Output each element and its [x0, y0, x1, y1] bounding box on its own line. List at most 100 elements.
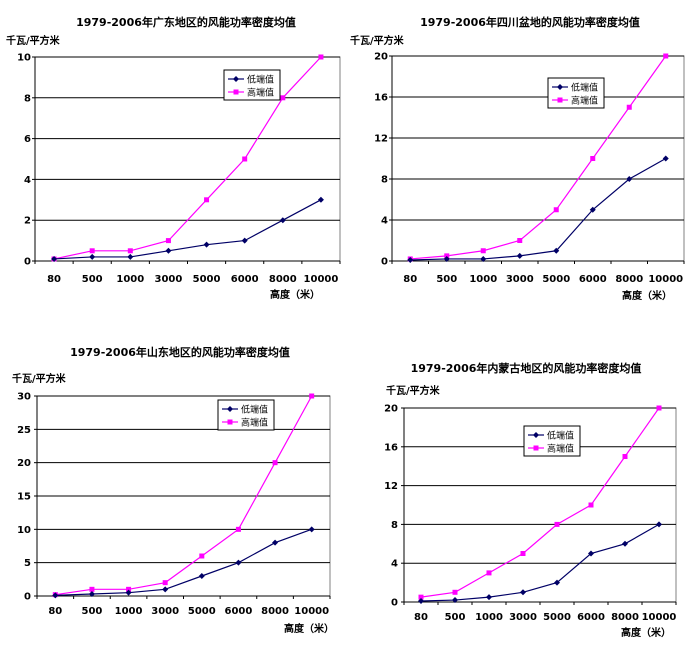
data-point [554, 521, 560, 527]
chart-title: 1979-2006年广东地区的风能功率密度均值 [76, 15, 296, 29]
legend-swatch-marker [533, 445, 539, 451]
legend-swatch-marker [227, 406, 233, 412]
plot-frame [391, 55, 685, 262]
data-point [127, 248, 133, 254]
y-tick-label: 20 [17, 458, 31, 469]
y-tick-label: 6 [24, 134, 31, 145]
legend-label: 低端值 [241, 404, 268, 416]
data-point [486, 594, 492, 601]
x-tick-label: 8000 [615, 274, 643, 285]
data-point [204, 197, 210, 203]
x-tick-label: 500 [82, 274, 103, 285]
x-tick-label: 6000 [231, 274, 259, 285]
data-point [89, 248, 95, 254]
data-point [452, 597, 458, 604]
series-line-0 [55, 528, 312, 596]
y-tick-label: 20 [374, 52, 388, 63]
legend-label: 低端值 [247, 74, 274, 86]
x-tick-label: 1000 [469, 274, 497, 285]
plot-area: 0 5 10 15 20 25 30 80 500 1000 3000 5000 6000 8000 100… [17, 392, 331, 617]
x-tick-label: 6000 [579, 274, 607, 285]
data-point [272, 539, 279, 546]
data-point [662, 155, 669, 162]
data-point [280, 95, 286, 101]
data-point [89, 586, 95, 592]
data-point [199, 553, 205, 559]
data-point [622, 540, 628, 547]
data-point [203, 241, 210, 248]
y-axis-label: 千瓦/平方米 [386, 384, 441, 397]
x-tick-label: 1000 [475, 612, 503, 623]
x-tick-label: 3000 [506, 274, 534, 285]
data-point [318, 54, 324, 60]
x-tick-label: 5000 [193, 274, 221, 285]
y-tick-label: 12 [374, 134, 388, 145]
y-tick-label: 8 [24, 93, 31, 104]
x-axis-label: 高度（米） [622, 289, 672, 302]
series-line-1 [53, 56, 322, 260]
series-line-0 [54, 199, 322, 260]
data-point [279, 217, 286, 224]
y-tick-label: 30 [17, 392, 31, 403]
data-point [590, 156, 596, 161]
y-tick-label: 5 [24, 558, 31, 569]
x-axis-label: 高度（米） [270, 288, 320, 301]
x-axis-label: 高度（米） [284, 622, 334, 635]
y-tick-label: 0 [24, 257, 31, 268]
x-tick-label: 80 [414, 612, 428, 623]
data-point [272, 460, 278, 466]
x-tick-label: 80 [403, 274, 417, 285]
legend-label: 低端值 [571, 82, 598, 94]
chart-sichuan: 1979-2006年四川盆地的风能功率密度均值 千瓦/平方米 高度（米） 0 4 8… [350, 15, 685, 302]
data-point [165, 238, 171, 244]
x-tick-label: 80 [47, 274, 61, 285]
data-point [418, 598, 424, 605]
chart-title: 1979-2006年四川盆地的风能功率密度均值 [420, 15, 640, 29]
x-tick-label: 8000 [269, 274, 297, 285]
data-point [317, 196, 324, 203]
series-line-0 [420, 523, 660, 602]
data-point [588, 550, 594, 557]
legend-swatch-marker [233, 89, 239, 95]
x-axis-label: 高度（米） [621, 626, 671, 639]
y-axis-label: 千瓦/平方米 [6, 34, 61, 47]
data-point [656, 521, 662, 528]
data-point [480, 248, 486, 254]
data-point [242, 156, 248, 162]
legend-box [217, 399, 275, 431]
x-tick-label: 10000 [642, 612, 677, 623]
legend-swatch-marker [557, 84, 563, 90]
y-tick-label: 12 [384, 481, 398, 492]
data-point [88, 591, 95, 597]
legend-label: 高端值 [547, 443, 574, 455]
y-tick-label: 16 [374, 93, 388, 104]
chart-panel-shandong: 1979-2006年山东地区的风能功率密度均值 千瓦/平方米 高度（米） 0 5 1… [0, 330, 346, 652]
chart-panel-guangdong: 1979-2006年广东地区的风能功率密度均值 千瓦/平方米 高度（米） 0 2 4… [0, 0, 346, 310]
data-point [656, 405, 662, 411]
y-axis-label: 千瓦/平方米 [350, 34, 405, 47]
data-point [235, 559, 242, 566]
y-tick-label: 0 [381, 257, 388, 268]
y-tick-label: 15 [17, 492, 31, 503]
y-tick-label: 0 [24, 592, 31, 603]
chart-title: 1979-2006年内蒙古地区的风能功率密度均值 [411, 361, 642, 375]
y-tick-label: 10 [17, 525, 31, 536]
legend-label: 低端值 [547, 430, 574, 442]
data-point [51, 255, 58, 262]
x-tick-label: 6000 [577, 612, 605, 623]
legend-swatch-marker [557, 97, 563, 103]
chart-shandong: 1979-2006年山东地区的风能功率密度均值 千瓦/平方米 高度（米） 0 5 1… [12, 345, 334, 635]
series-line-1 [420, 407, 660, 598]
data-point [162, 586, 169, 593]
y-tick-label: 16 [384, 442, 398, 453]
x-tick-label: 500 [82, 606, 103, 617]
data-point [663, 53, 669, 59]
data-point [444, 253, 450, 259]
data-point [127, 253, 134, 260]
series-line-1 [410, 55, 667, 260]
data-point [443, 255, 450, 262]
